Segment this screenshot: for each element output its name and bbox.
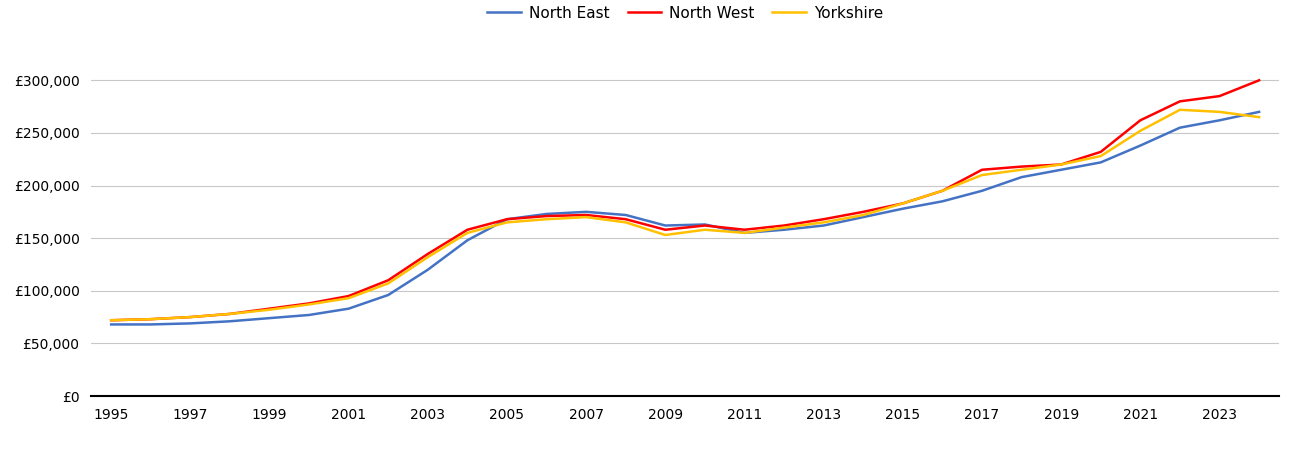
Yorkshire xyxy=(103,318,119,323)
North East xyxy=(697,222,713,227)
Yorkshire xyxy=(183,315,198,320)
North East xyxy=(222,319,238,324)
Yorkshire xyxy=(895,201,911,206)
North West xyxy=(341,293,356,299)
North West xyxy=(619,216,634,222)
Yorkshire xyxy=(816,220,831,225)
North East xyxy=(1212,117,1228,123)
North West xyxy=(697,223,713,228)
Yorkshire xyxy=(459,230,475,236)
North East xyxy=(1172,125,1188,130)
North East xyxy=(144,322,159,327)
North East xyxy=(816,223,831,228)
Yorkshire xyxy=(1172,107,1188,112)
Yorkshire xyxy=(776,225,792,230)
North West xyxy=(856,209,872,215)
Yorkshire xyxy=(500,220,515,225)
North East xyxy=(658,223,673,228)
Yorkshire xyxy=(619,220,634,225)
Yorkshire xyxy=(1212,109,1228,115)
North West xyxy=(658,227,673,233)
North West xyxy=(420,251,436,256)
North West xyxy=(222,311,238,317)
Yorkshire xyxy=(1133,128,1148,134)
North West xyxy=(1172,99,1188,104)
North East xyxy=(776,227,792,233)
North West xyxy=(737,227,753,233)
North West xyxy=(301,301,317,306)
North West xyxy=(1133,117,1148,123)
North West xyxy=(183,315,198,320)
Yorkshire xyxy=(975,172,990,178)
North West xyxy=(381,278,397,283)
Yorkshire xyxy=(222,311,238,317)
North West xyxy=(103,318,119,323)
North East xyxy=(103,322,119,327)
North East xyxy=(1133,143,1148,148)
North West xyxy=(539,213,555,219)
North West xyxy=(1014,164,1030,169)
Yorkshire xyxy=(1251,114,1267,120)
North West xyxy=(776,223,792,228)
North East xyxy=(895,206,911,211)
North West xyxy=(934,188,950,194)
North West xyxy=(459,227,475,233)
North West xyxy=(144,316,159,322)
Yorkshire xyxy=(539,216,555,222)
Yorkshire xyxy=(420,254,436,260)
Line: North West: North West xyxy=(111,80,1259,320)
Yorkshire xyxy=(1053,162,1069,167)
North West xyxy=(816,216,831,222)
North East xyxy=(539,211,555,216)
North East xyxy=(381,292,397,298)
North West xyxy=(262,306,278,311)
North East xyxy=(856,214,872,220)
North East xyxy=(459,238,475,243)
North East xyxy=(1014,175,1030,180)
Yorkshire xyxy=(301,302,317,307)
North East xyxy=(420,267,436,272)
North West xyxy=(578,212,594,218)
Yorkshire xyxy=(262,307,278,312)
North East xyxy=(1053,167,1069,172)
North West xyxy=(975,167,990,172)
North West xyxy=(1094,149,1109,154)
North East xyxy=(737,230,753,236)
North West xyxy=(500,216,515,222)
Yorkshire xyxy=(934,188,950,194)
Yorkshire xyxy=(1094,153,1109,159)
Yorkshire xyxy=(856,212,872,218)
Yorkshire xyxy=(737,230,753,236)
North East xyxy=(619,212,634,218)
North East xyxy=(341,306,356,311)
Yorkshire xyxy=(341,296,356,301)
North West xyxy=(1251,77,1267,83)
North East xyxy=(975,188,990,194)
Line: Yorkshire: Yorkshire xyxy=(111,110,1259,320)
North East xyxy=(500,216,515,222)
North East xyxy=(183,321,198,326)
Line: North East: North East xyxy=(111,112,1259,324)
North East xyxy=(578,209,594,215)
Yorkshire xyxy=(381,281,397,286)
North East xyxy=(1251,109,1267,115)
North West xyxy=(1053,162,1069,167)
Yorkshire xyxy=(697,227,713,233)
North East xyxy=(1094,160,1109,165)
North East xyxy=(934,198,950,204)
North East xyxy=(301,312,317,318)
Legend: North East, North West, Yorkshire: North East, North West, Yorkshire xyxy=(482,0,889,27)
Yorkshire xyxy=(658,232,673,238)
Yorkshire xyxy=(1014,167,1030,172)
North West xyxy=(1212,94,1228,99)
Yorkshire xyxy=(578,214,594,220)
North West xyxy=(895,201,911,206)
North East xyxy=(262,315,278,321)
Yorkshire xyxy=(144,316,159,322)
